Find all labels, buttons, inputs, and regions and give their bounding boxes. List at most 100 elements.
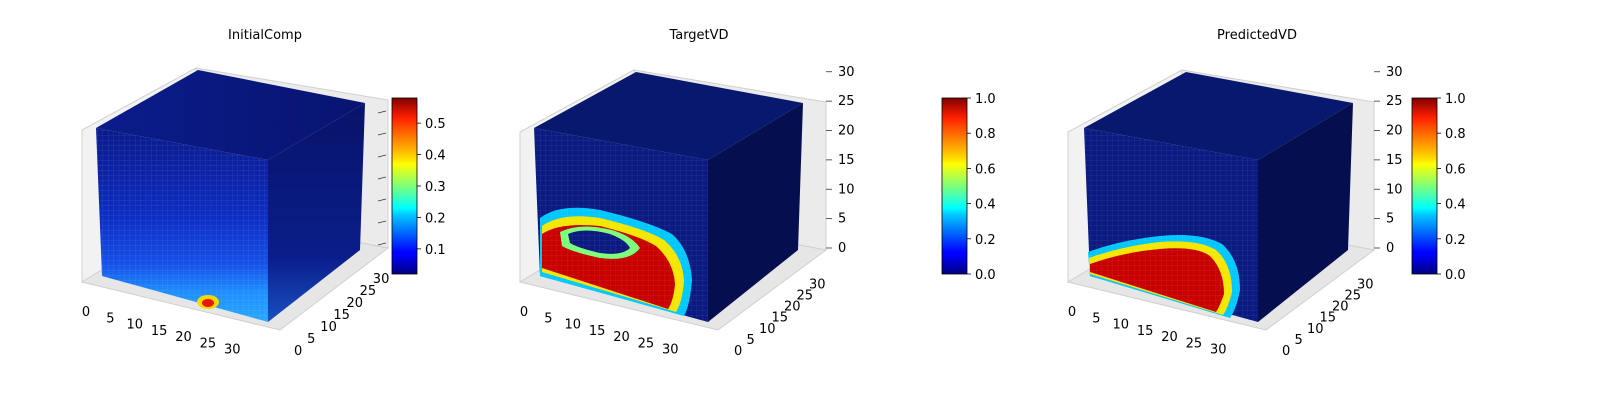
- colorbar-tick-label: 0.4: [425, 149, 446, 164]
- y-tick-label: 15: [1320, 311, 1337, 326]
- x-tick-label: 15: [1137, 324, 1154, 339]
- z-tick-mark: [377, 132, 387, 136]
- panel-title: TargetVD: [668, 28, 728, 43]
- x-tick-label: 0: [520, 305, 528, 320]
- y-tick-label: 0: [1282, 344, 1290, 359]
- z-tick-label: 10: [1386, 182, 1403, 197]
- z-axis-ticks: [377, 110, 387, 246]
- x-tick-label: 10: [565, 318, 582, 333]
- x-tick-label: 5: [1092, 311, 1100, 326]
- z-tick-label: 25: [1386, 94, 1403, 109]
- cube-front-voxel-grid: [96, 128, 268, 322]
- y-tick-label: 0: [294, 344, 302, 359]
- x-tick-label: 20: [1161, 330, 1178, 345]
- y-tick-label: 15: [333, 308, 350, 323]
- z-tick-label: 20: [838, 124, 855, 139]
- colorbar: [1411, 97, 1438, 275]
- x-tick-label: 20: [175, 330, 192, 345]
- colorbar-tick-label: 0.6: [1445, 162, 1466, 177]
- y-tick-label: 10: [320, 320, 337, 335]
- cube-top-face: [534, 72, 803, 160]
- x-tick-label: 10: [127, 318, 144, 333]
- z-tick-label: 30: [1386, 65, 1403, 80]
- x-tick-label: 25: [638, 336, 655, 351]
- cube-top-face: [96, 70, 365, 160]
- z-axis-tick-labels: 0 5 10 15 20 25 30: [1374, 65, 1403, 256]
- y-tick-label: 5: [747, 333, 755, 348]
- colorbar-tick-label: 0.6: [975, 162, 996, 177]
- cube-side-face: [268, 103, 365, 322]
- x-tick-label: 0: [1068, 305, 1076, 320]
- z-axis-tick-labels: 0 5 10 15 20 25 30: [826, 65, 855, 256]
- x-tick-label: 0: [82, 305, 90, 320]
- z-tick-label: 5: [838, 212, 846, 227]
- x-tick-label: 30: [662, 343, 679, 358]
- x-tick-label: 15: [589, 324, 606, 339]
- colorbar-tick-label: 0.5: [425, 117, 446, 132]
- cube-side-face: [1258, 103, 1353, 322]
- colorbar-tick-label: 0.8: [975, 127, 996, 142]
- colorbar-tick-label: 0.2: [975, 233, 996, 248]
- y-tick-label: 30: [809, 277, 826, 292]
- cube-front-voxel-grid: [1084, 128, 1258, 322]
- z-tick-mark: [377, 176, 387, 180]
- z-tick-label: 30: [838, 65, 855, 80]
- z-tick-mark: [377, 110, 387, 114]
- colorbar-tick-label: 0.0: [1445, 268, 1466, 283]
- colorbar-tick-label: 0.3: [425, 180, 446, 195]
- hotspot-inner: [202, 299, 214, 307]
- colorbar-tick-label: 0.0: [975, 268, 996, 283]
- y-tick-label: 20: [347, 296, 364, 311]
- z-tick-mark: [377, 154, 387, 158]
- y-tick-label: 30: [373, 272, 390, 287]
- cube-side-face: [708, 103, 803, 322]
- x-tick-label: 30: [1210, 343, 1227, 358]
- colorbar-tick-label: 0.2: [425, 211, 446, 226]
- y-tick-label: 5: [307, 332, 315, 347]
- x-axis-tick-labels: 0 5 10 15 20 25 30: [82, 305, 241, 358]
- y-tick-label: 25: [1345, 289, 1362, 304]
- y-tick-label: 20: [1332, 300, 1349, 315]
- panel-title: PredictedVD: [1217, 28, 1297, 43]
- colorbar-tick-label: 1.0: [1445, 92, 1466, 107]
- y-tick-label: 15: [772, 311, 789, 326]
- z-tick-label: 15: [1386, 153, 1403, 168]
- colorbar-tick-label: 0.4: [975, 198, 996, 213]
- panel-title: InitialComp: [228, 28, 302, 43]
- y-tick-label: 25: [360, 284, 377, 299]
- colorbar-ticks: 0.0 0.2 0.4 0.6 0.8 1.0: [967, 92, 996, 283]
- colorbar: [391, 97, 418, 275]
- x-tick-label: 5: [106, 311, 114, 326]
- y-tick-label: 10: [759, 322, 776, 337]
- x-axis-tick-labels: 0 5 10 15 20 25 30: [1068, 305, 1227, 358]
- x-tick-label: 15: [151, 324, 168, 339]
- colorbar-ticks: 0.1 0.2 0.3 0.4 0.5: [417, 117, 446, 258]
- x-tick-label: 25: [1186, 336, 1203, 351]
- y-tick-label: 0: [734, 344, 742, 359]
- y-tick-label: 10: [1307, 322, 1324, 337]
- x-tick-label: 10: [1113, 318, 1130, 333]
- y-tick-label: 5: [1295, 333, 1303, 348]
- z-tick-label: 10: [838, 182, 855, 197]
- x-tick-label: 20: [613, 330, 630, 345]
- x-tick-label: 5: [544, 311, 552, 326]
- colorbar-tick-label: 0.2: [1445, 233, 1466, 248]
- z-tick-label: 0: [838, 241, 846, 256]
- z-tick-label: 5: [1386, 212, 1394, 227]
- colorbar-ticks: 0.0 0.2 0.4 0.6 0.8 1.0: [1437, 92, 1466, 283]
- colorbar: [941, 97, 968, 275]
- y-tick-label: 25: [797, 289, 814, 304]
- colorbar-tick-label: 0.8: [1445, 127, 1466, 142]
- cube-top-face: [1084, 72, 1353, 160]
- z-tick-mark: [377, 220, 387, 224]
- z-tick-mark: [377, 198, 387, 202]
- z-tick-mark: [377, 242, 387, 246]
- z-tick-label: 15: [838, 153, 855, 168]
